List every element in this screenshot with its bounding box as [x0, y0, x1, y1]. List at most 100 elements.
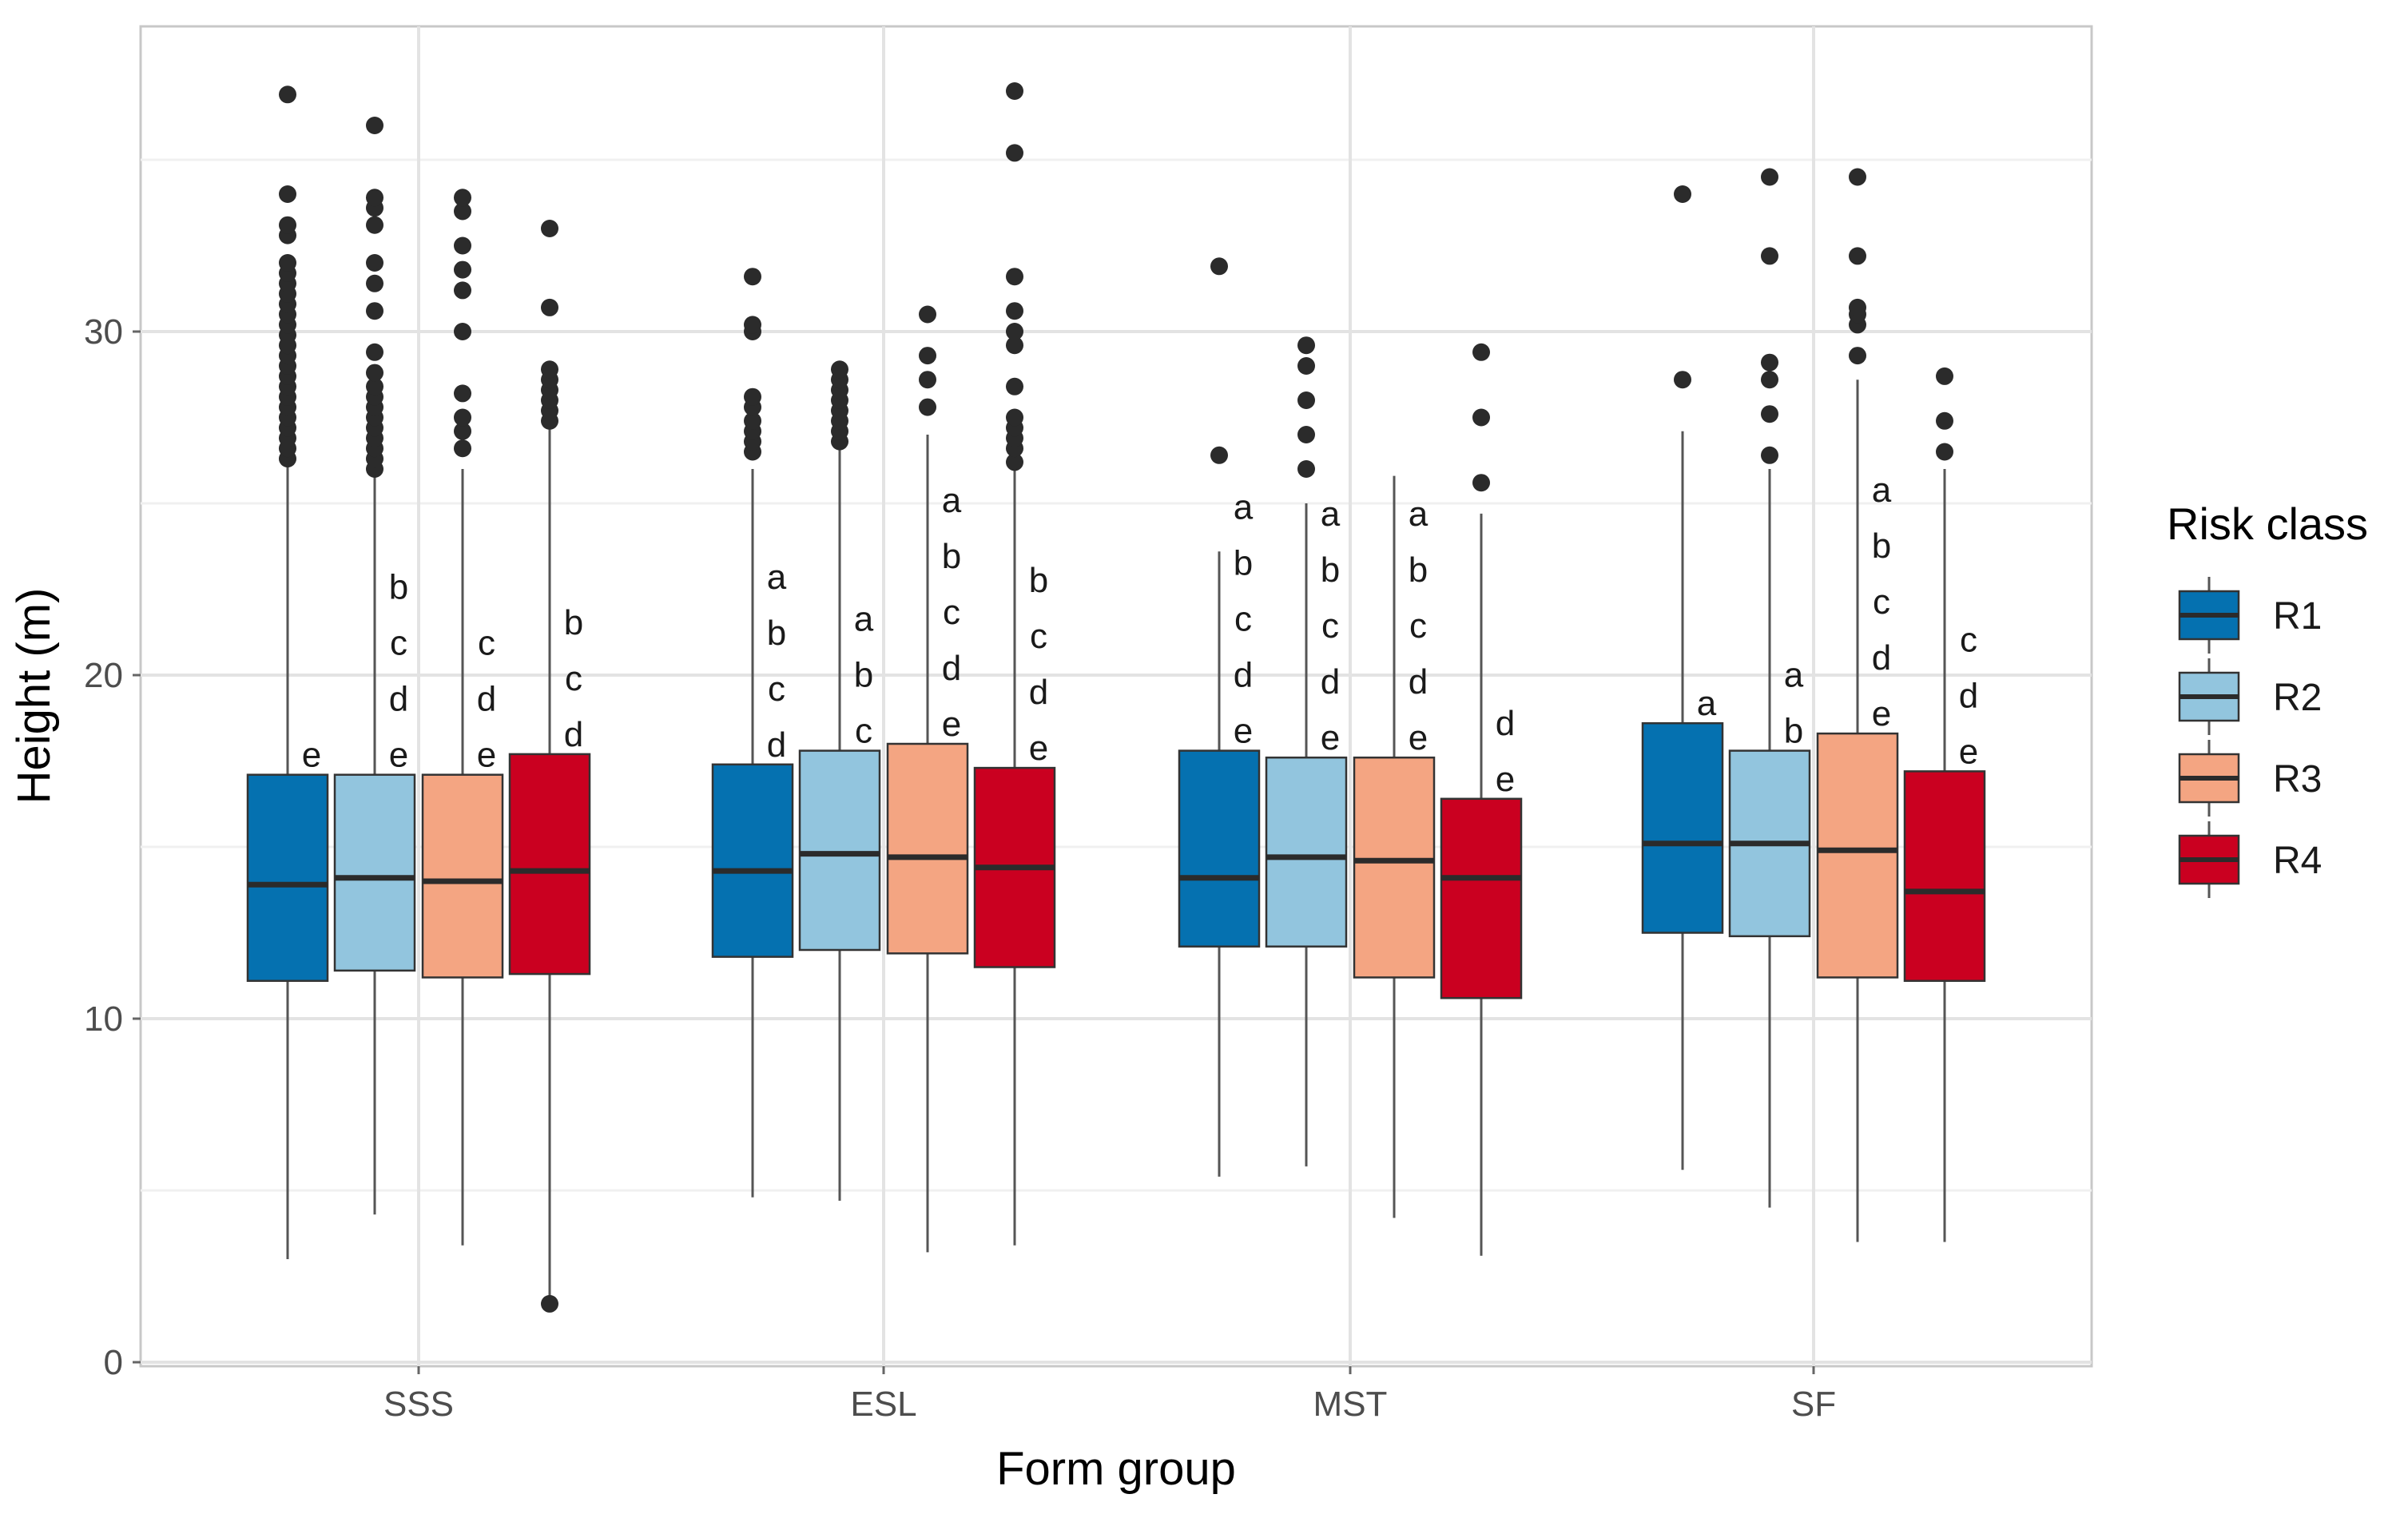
outlier-point: [541, 360, 558, 379]
box-SSS-R1: e: [246, 85, 329, 1259]
outlier-point: [1761, 353, 1778, 372]
outlier-point: [1006, 377, 1023, 395]
outlier-point: [541, 298, 558, 316]
significance-letter: a: [1321, 495, 1341, 534]
significance-letter: d: [389, 680, 408, 719]
outlier-point: [454, 408, 471, 427]
y-tick-label: 30: [84, 312, 123, 352]
significance-letter: d: [1321, 662, 1340, 701]
iqr-box: [508, 753, 591, 976]
significance-letter: b: [1872, 527, 1891, 566]
legend-label: R2: [2273, 677, 2322, 719]
outlier-point: [454, 202, 471, 221]
outlier-point: [1936, 443, 1953, 461]
iqr-box: [421, 773, 504, 979]
significance-letter: a: [942, 481, 962, 520]
iqr-box: [1816, 732, 1899, 979]
outlier-point: [366, 254, 383, 272]
significance-letter: d: [564, 715, 583, 754]
outlier-point: [1297, 336, 1315, 355]
outlier-point: [1936, 411, 1953, 430]
x-axis-title: Form group: [996, 1443, 1236, 1495]
outlier-point: [366, 377, 383, 395]
significance-letter: b: [389, 568, 408, 607]
box-ESL-R2: abc: [798, 360, 881, 1201]
outlier-point: [919, 305, 936, 324]
significance-letter: e: [389, 736, 408, 775]
outlier-point: [454, 260, 471, 279]
significance-letter: b: [942, 537, 961, 576]
outlier-point: [1849, 247, 1866, 265]
y-tick-label: 0: [104, 1343, 123, 1382]
outlier-point: [1849, 298, 1866, 316]
iqr-box: [1903, 770, 1986, 982]
significance-letter: e: [302, 736, 321, 775]
box-SF-R2: ab: [1728, 168, 1811, 1208]
outlier-point: [1761, 405, 1778, 423]
outlier-point: [1472, 343, 1490, 361]
outlier-point: [1006, 453, 1023, 471]
x-tick-label: MST: [1313, 1385, 1388, 1424]
significance-letter: b: [1409, 550, 1428, 590]
outlier-point: [279, 254, 296, 272]
significance-letter: a: [767, 558, 787, 597]
outlier-point: [366, 274, 383, 292]
significance-letter: d: [477, 680, 496, 719]
significance-letter: c: [768, 670, 785, 709]
significance-letter: c: [1030, 617, 1047, 656]
significance-letter: a: [1784, 656, 1804, 695]
iqr-box: [333, 773, 416, 972]
outlier-point: [454, 281, 471, 300]
significance-letter: c: [1321, 606, 1339, 646]
significance-letter: b: [1234, 544, 1253, 583]
outlier-point: [1849, 347, 1866, 365]
legend: Risk class R1 R2 R3 R4: [2167, 499, 2368, 898]
iqr-box: [1178, 749, 1261, 948]
y-tick-label: 20: [84, 656, 123, 695]
iqr-box: [246, 773, 329, 982]
significance-letter: d: [942, 649, 961, 688]
outlier-point: [1006, 302, 1023, 320]
outlier-point: [1297, 460, 1315, 478]
significance-letter: c: [390, 624, 407, 663]
outlier-point: [454, 189, 471, 207]
significance-letter: c: [855, 712, 872, 751]
outlier-point: [366, 216, 383, 234]
box-SF-R1: a: [1641, 185, 1724, 1170]
x-tick-label: SF: [1791, 1385, 1836, 1424]
significance-letter: a: [1872, 471, 1892, 510]
outlier-point: [744, 268, 761, 286]
outlier-point: [366, 117, 383, 134]
significance-letter: d: [1409, 662, 1428, 701]
box-SSS-R3: cde: [421, 189, 504, 1246]
outlier-point: [454, 422, 471, 440]
outlier-point: [1674, 185, 1691, 203]
outlier-point: [454, 384, 471, 403]
outlier-point: [279, 85, 296, 104]
outlier-point: [1006, 144, 1023, 162]
significance-letter: c: [1409, 606, 1427, 646]
outlier-point: [1761, 371, 1778, 389]
iqr-box: [711, 763, 794, 958]
y-tick-label: 10: [84, 999, 123, 1039]
significance-letter: c: [1873, 582, 1890, 622]
legend-title: Risk class: [2167, 499, 2368, 549]
significance-letter: c: [565, 659, 582, 698]
outlier-point: [1210, 257, 1228, 276]
outlier-point: [1761, 446, 1778, 464]
outlier-point: [366, 364, 383, 382]
outlier-point: [1674, 371, 1691, 389]
outlier-point: [1297, 391, 1315, 409]
outlier-point: [1006, 82, 1023, 100]
significance-letter: e: [942, 705, 961, 744]
outlier-point: [454, 236, 471, 255]
significance-letter: d: [1029, 673, 1048, 712]
outlier-point: [279, 216, 296, 234]
y-axis-title: Height (m): [8, 588, 60, 805]
